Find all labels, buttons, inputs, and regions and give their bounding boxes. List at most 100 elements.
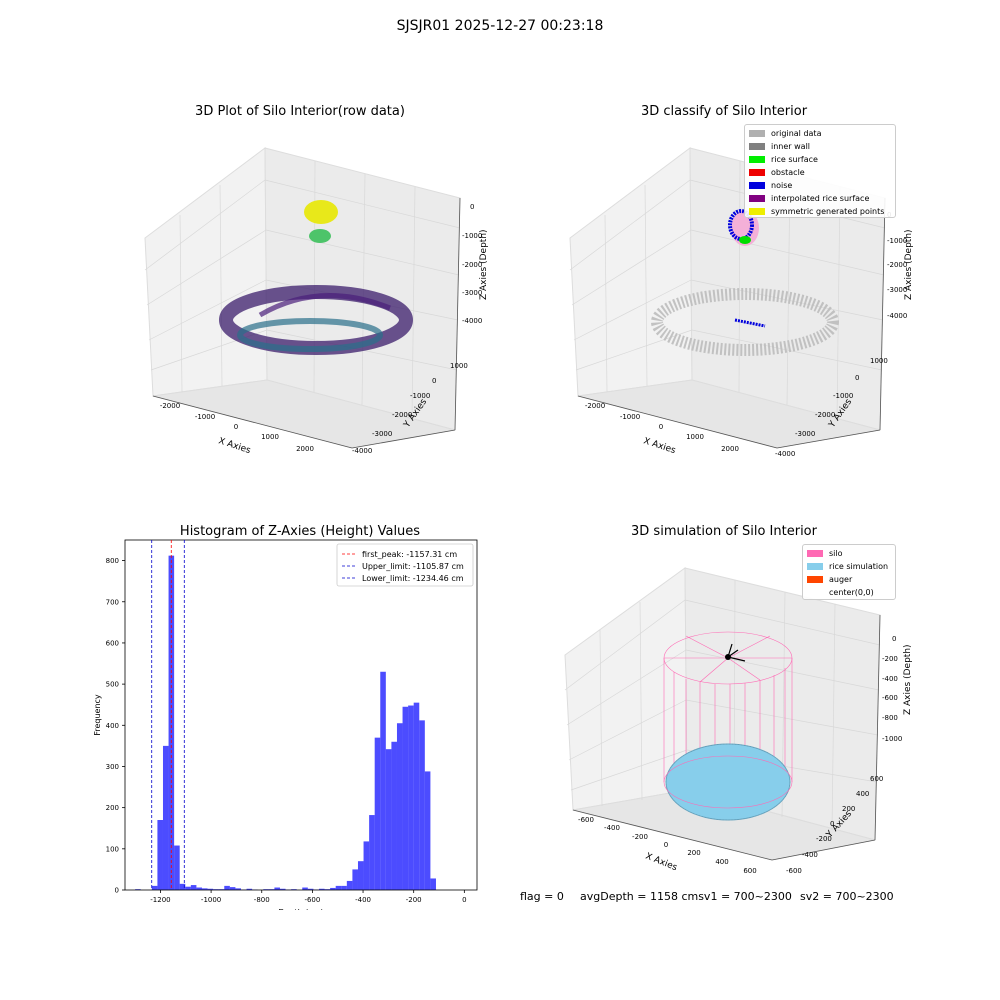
classify-legend-item: inner wall bbox=[749, 140, 891, 153]
raw-xtick: -2000 bbox=[160, 402, 180, 410]
raw-ztick: 0 bbox=[470, 203, 474, 211]
sim-ytick: -600 bbox=[786, 867, 802, 875]
classify-ztick: -4000 bbox=[887, 312, 907, 320]
histogram-bar bbox=[279, 888, 286, 890]
simulation-legend-item: rice simulation bbox=[807, 560, 891, 573]
histogram-bar bbox=[369, 815, 375, 890]
classify-legend-swatch bbox=[749, 156, 765, 163]
classify-legend-item: rice surface bbox=[749, 153, 891, 166]
status-avg-depth: avgDepth = 1158 cmsv1 = 700~2300 bbox=[580, 890, 792, 903]
histogram-bar bbox=[419, 720, 425, 890]
histogram-xtick-label: -200 bbox=[406, 896, 422, 904]
classify-legend-swatch bbox=[749, 169, 765, 176]
classify-ztick: -3000 bbox=[887, 286, 907, 294]
sim-xtick: 600 bbox=[743, 867, 756, 875]
histogram-bar bbox=[324, 889, 331, 890]
histogram-ytick-label: 800 bbox=[106, 557, 119, 565]
status-sv2: sv2 = 700~2300 bbox=[800, 890, 894, 903]
histogram-bar bbox=[235, 888, 241, 890]
simulation-legend-label: auger bbox=[829, 575, 853, 584]
raw-ytick: 0 bbox=[432, 377, 436, 385]
classify-legend-label: original data bbox=[771, 129, 822, 138]
raw-xtick: 0 bbox=[234, 423, 238, 431]
sim-zlabel: Z Axies (Depth) bbox=[903, 644, 913, 715]
histogram-ytick-label: 300 bbox=[106, 763, 119, 771]
classify-legend-item: original data bbox=[749, 127, 891, 140]
histogram-ytick-label: 0 bbox=[115, 887, 119, 895]
sim-ytick: 400 bbox=[856, 790, 869, 798]
sim-ztick: -200 bbox=[882, 655, 898, 663]
simulation-legend-swatch bbox=[807, 563, 823, 570]
simulation-legend-label: rice simulation bbox=[829, 562, 889, 571]
histogram-ytick-label: 500 bbox=[106, 681, 119, 689]
histogram-bar bbox=[302, 887, 308, 890]
histogram-bar bbox=[162, 745, 169, 890]
histogram-bar bbox=[224, 885, 230, 890]
classify-xlabel: X Axies bbox=[642, 436, 677, 456]
status-flag: flag = 0 bbox=[520, 890, 564, 903]
histogram-bar bbox=[185, 886, 191, 890]
classify-3d-plot: -2000 -1000 0 1000 2000 1000 0 -1000 -20… bbox=[569, 147, 914, 458]
classify-legend-swatch bbox=[749, 182, 765, 189]
classify-rice-cluster bbox=[739, 236, 751, 244]
histogram-ytick-label: 600 bbox=[106, 639, 119, 647]
raw-zlabel: Z Axies (Depth) bbox=[479, 229, 489, 300]
histogram-bar bbox=[190, 885, 197, 890]
simulation-grid bbox=[564, 579, 881, 831]
classify-legend-label: rice surface bbox=[771, 155, 818, 164]
sim-ytick: 0 bbox=[830, 820, 834, 828]
histogram-axes: -1200 -1000 -800 -600 -400 -200 0 0 100 200 300 400… bbox=[93, 539, 478, 910]
histogram-bar bbox=[430, 878, 436, 890]
simulation-legend-swatch bbox=[807, 576, 823, 583]
histogram-bar bbox=[391, 741, 397, 890]
simulation-3d-plot: -600 -400 -200 0 200 400 600 600 400 200… bbox=[564, 567, 913, 875]
classify-legend-item: interpolated rice surface bbox=[749, 192, 891, 205]
histogram-bar bbox=[268, 889, 275, 890]
simulation-legend-swatch bbox=[807, 550, 823, 557]
sim-xtick: -600 bbox=[578, 816, 594, 824]
auger-arm bbox=[727, 656, 746, 662]
classify-ytick: 0 bbox=[855, 374, 859, 382]
histogram-bar bbox=[263, 889, 269, 890]
histogram-xtick-label: -600 bbox=[304, 896, 320, 904]
classify-legend-swatch bbox=[749, 208, 765, 215]
simulation-legend-label: center(0,0) bbox=[829, 588, 874, 597]
simulation-legend-item: silo bbox=[807, 547, 891, 560]
histogram-bar bbox=[352, 869, 358, 890]
histogram-bar bbox=[363, 841, 370, 890]
raw-xtick: 2000 bbox=[296, 445, 314, 453]
histogram-bar bbox=[408, 705, 414, 890]
histogram-bar bbox=[246, 888, 253, 890]
histogram-bar bbox=[274, 887, 280, 890]
simulation-legend-item: auger bbox=[807, 573, 891, 586]
histogram-bar bbox=[357, 861, 364, 890]
sim-ztick: 0 bbox=[892, 635, 896, 643]
classify-ytick: -2000 bbox=[815, 411, 835, 419]
classify-legend-label: noise bbox=[771, 181, 793, 190]
histogram-bar bbox=[201, 888, 208, 890]
raw-ztick: -3000 bbox=[462, 289, 482, 297]
classify-legend-label: symmetric generated points bbox=[771, 207, 885, 216]
sim-ztick: -400 bbox=[882, 675, 898, 683]
classify-zlabel: Z Axies (Depth) bbox=[904, 229, 914, 300]
rice-simulation-surface bbox=[665, 743, 791, 821]
classify-xtick: 2000 bbox=[721, 445, 739, 453]
classify-legend-swatch bbox=[749, 195, 765, 202]
raw-ytick: 1000 bbox=[450, 362, 468, 370]
raw-3d-plot: -2000 -1000 0 1000 2000 1000 0 -1000 -20… bbox=[144, 147, 489, 456]
classify-legend-label: obstacle bbox=[771, 168, 805, 177]
raw-ytick: -1000 bbox=[410, 392, 430, 400]
classify-xtick: -2000 bbox=[585, 402, 605, 410]
raw-ytick: -4000 bbox=[352, 447, 372, 455]
histogram-bar bbox=[413, 702, 420, 890]
histogram-legend-label: first_peak: -1157.31 cm bbox=[362, 550, 457, 559]
classify-xtick: 1000 bbox=[686, 433, 704, 441]
histogram-bar bbox=[402, 706, 409, 890]
histogram-bar bbox=[380, 671, 386, 890]
raw-floor-ring-inner bbox=[237, 318, 383, 352]
histogram-bar bbox=[157, 820, 163, 890]
histogram-xtick-label: -800 bbox=[254, 896, 270, 904]
histogram-xlabel: Depth (cm) bbox=[278, 908, 323, 910]
histogram-ytick-label: 400 bbox=[106, 722, 119, 730]
classify-ytick: 1000 bbox=[870, 357, 888, 365]
